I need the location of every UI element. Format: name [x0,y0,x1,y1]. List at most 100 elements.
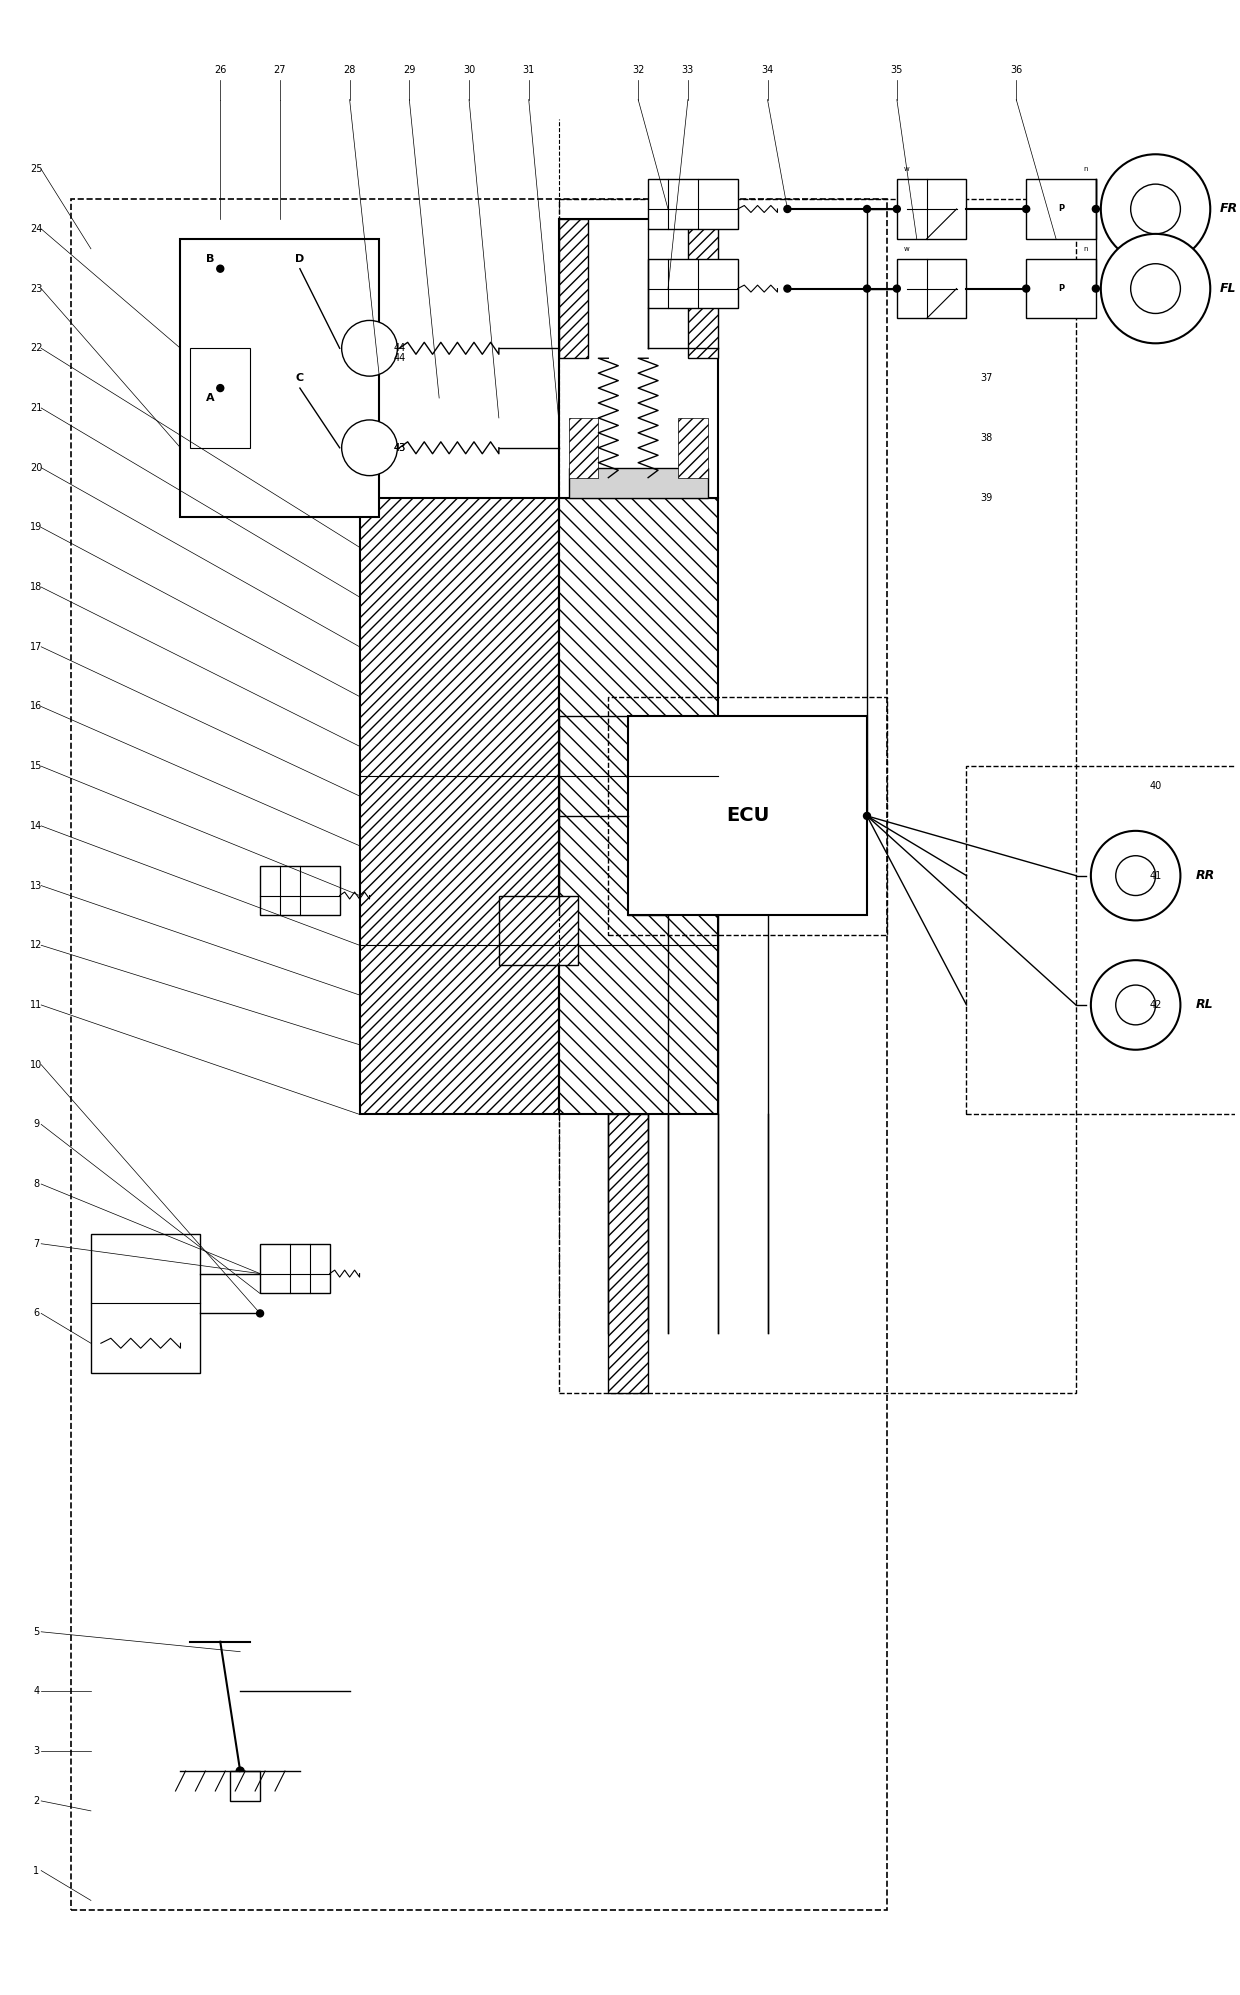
Text: 30: 30 [463,64,475,74]
Text: 3: 3 [33,1746,40,1756]
Bar [649,180,738,229]
Text: D: D [295,253,305,263]
Text: 34: 34 [761,64,774,74]
Circle shape [236,1768,244,1776]
Text: P: P [1058,283,1064,293]
Circle shape [893,285,900,291]
Bar [609,1115,649,1393]
Text: 16: 16 [30,702,42,712]
Circle shape [1101,233,1210,343]
Text: FR: FR [1220,203,1239,215]
Text: 26: 26 [215,64,227,74]
Text: P: P [1058,205,1064,213]
Text: 8: 8 [33,1179,40,1189]
Text: 42: 42 [1149,999,1162,1009]
Text: 25: 25 [30,164,42,174]
Text: 27: 27 [274,64,286,74]
Circle shape [1101,154,1210,263]
Text: 15: 15 [30,762,42,772]
Bar [260,1243,330,1293]
Bar [181,239,379,517]
Text: 1: 1 [33,1865,40,1875]
Text: 44: 44 [393,353,405,363]
Text: 10: 10 [30,1059,42,1069]
Text: 44: 44 [393,343,405,353]
Text: RL: RL [1195,998,1213,1011]
Bar [191,349,250,447]
Bar [231,1772,260,1801]
Text: 29: 29 [403,64,415,74]
Text: ECU: ECU [725,806,769,826]
Bar [629,716,867,916]
Bar [360,497,558,1115]
Circle shape [893,205,900,213]
Text: 5: 5 [33,1626,40,1636]
Circle shape [1091,830,1180,920]
Bar [558,200,1076,1393]
Text: 39: 39 [981,493,992,503]
Circle shape [784,285,791,291]
Bar [1027,180,1096,239]
Text: w: w [904,166,910,172]
Text: 14: 14 [30,820,42,830]
Bar [1027,259,1096,319]
Circle shape [1023,285,1029,291]
Circle shape [1023,205,1029,213]
Text: n: n [1084,245,1089,251]
Text: 35: 35 [890,64,903,74]
Circle shape [257,1311,264,1317]
Bar [678,417,708,477]
Circle shape [1116,986,1156,1025]
Text: 7: 7 [33,1239,40,1249]
Text: 18: 18 [30,583,42,593]
Text: 41: 41 [1149,870,1162,880]
Text: 13: 13 [30,880,42,890]
Text: RR: RR [1195,870,1215,882]
Text: 12: 12 [30,940,42,950]
Text: A: A [206,393,215,403]
Text: 33: 33 [682,64,694,74]
Bar [91,1233,201,1373]
Circle shape [863,812,870,820]
Circle shape [863,285,870,291]
Bar [688,219,718,359]
Text: 17: 17 [30,642,42,652]
Circle shape [342,419,397,475]
Text: 6: 6 [33,1309,40,1319]
Bar [649,259,738,309]
Text: 40: 40 [1149,782,1162,792]
Text: 43: 43 [393,443,405,453]
Circle shape [1131,263,1180,313]
Text: 22: 22 [30,343,42,353]
Text: 24: 24 [30,223,42,233]
Text: 19: 19 [30,523,42,533]
Text: 43: 43 [393,443,405,453]
Circle shape [1092,285,1100,291]
Text: 4: 4 [33,1686,40,1696]
Bar [609,696,887,936]
Bar [71,200,887,1911]
Text: 20: 20 [30,463,42,473]
Text: B: B [206,253,215,263]
Text: 2: 2 [33,1796,40,1805]
Text: C: C [296,373,304,383]
Bar [568,467,708,497]
Text: 32: 32 [632,64,645,74]
Bar [568,417,599,477]
Circle shape [342,321,397,377]
Circle shape [1092,205,1100,213]
Bar [897,180,966,239]
Bar [260,866,340,916]
Text: 36: 36 [1011,64,1022,74]
Text: 11: 11 [30,999,42,1009]
Bar [558,219,589,359]
Bar [558,497,718,1115]
Text: 21: 21 [30,403,42,413]
Text: 28: 28 [343,64,356,74]
Bar [558,219,718,497]
Text: w: w [904,245,910,251]
Text: 38: 38 [981,433,992,443]
Circle shape [784,205,791,213]
Text: 37: 37 [980,373,992,383]
Circle shape [1116,856,1156,896]
